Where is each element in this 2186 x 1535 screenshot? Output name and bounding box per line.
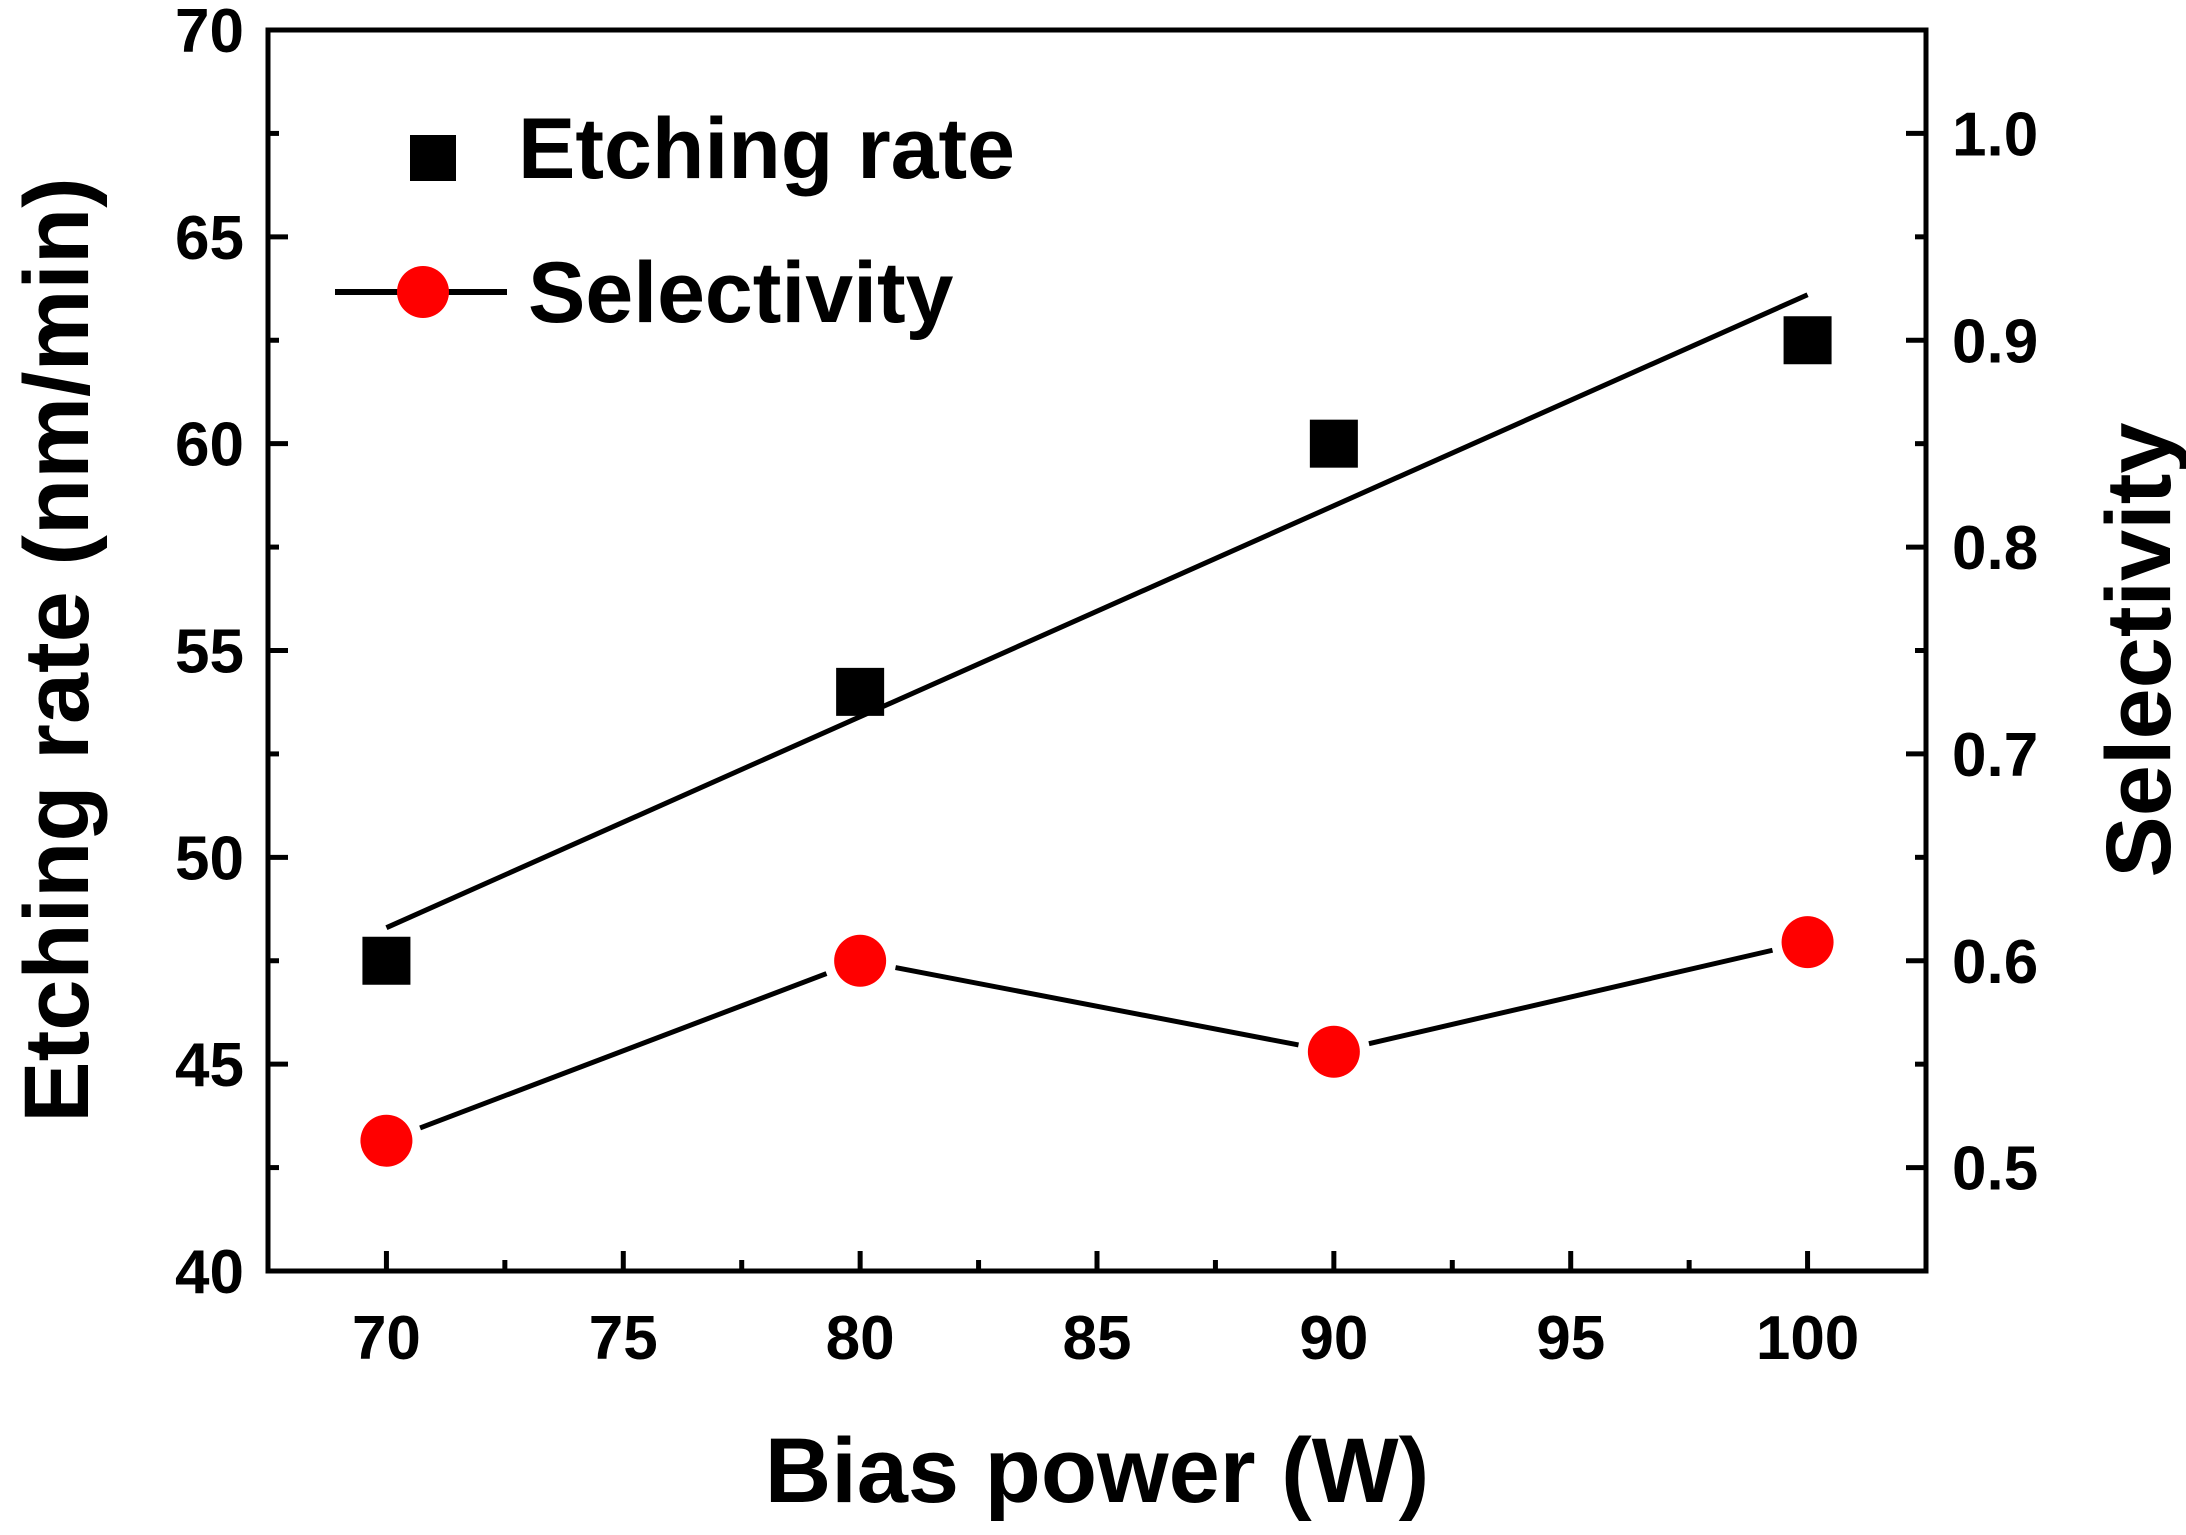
etching-rate-fit-line [385,292,1809,930]
etching-rate-point [1783,316,1832,365]
selectivity-point [1781,916,1834,969]
etching-rate-point [1309,419,1358,468]
y2-tick-label: 1.0 [1952,100,2038,169]
etching-rate-fit-segment [385,292,1809,930]
y-tick-label: 70 [175,0,244,66]
x-axis-title: Bias power (W) [765,1420,1429,1522]
x-tick-label: 100 [1756,1304,1859,1373]
selectivity-line [419,947,1774,1131]
y2-tick-label: 0.9 [1952,307,2038,376]
plot-frame [265,27,1929,1274]
x-tick-label: 75 [589,1304,658,1373]
x-tick-label: 95 [1536,1304,1605,1373]
legend-etching-rate-marker [410,135,456,181]
etching-rate-point [836,667,885,716]
y2-tick-label: 0.7 [1952,721,2038,790]
selectivity-points [360,916,1834,1167]
x-tick-label: 85 [1063,1304,1132,1373]
y2-axis-ticks: 0.5 0.6 0.7 0.8 0.9 1.0 [1906,27,2038,1274]
y-tick-label: 50 [175,824,244,893]
y-tick-label: 55 [175,618,244,687]
legend: Etching rate Selectivity [335,101,1015,341]
y2-tick-label: 0.5 [1952,1135,2038,1204]
selectivity-line-segment [895,965,1299,1048]
y-tick-label: 65 [175,204,244,273]
etching-rate-point [362,936,411,985]
y2-axis-title: Selectivity [2088,422,2186,877]
x-tick-label: 80 [826,1304,895,1373]
y-axis-title: Etching rate (nm/min) [6,177,108,1123]
selectivity-line-segment [419,971,828,1131]
y2-tick-label: 0.8 [1952,514,2038,583]
x-tick-label: 70 [352,1304,421,1373]
y-tick-label: 40 [175,1238,244,1307]
x-axis-ticks: 70 75 80 85 90 95 100 [352,1251,1859,1373]
y-tick-label: 60 [175,411,244,480]
selectivity-point [834,934,887,987]
selectivity-point [360,1114,413,1167]
y2-tick-label: 0.6 [1952,928,2038,997]
legend-selectivity-label: Selectivity [528,245,954,341]
selectivity-line-segment [1368,947,1774,1047]
legend-etching-rate-label: Etching rate [518,101,1015,197]
y-axis-ticks: 40 45 50 55 60 65 70 [175,0,288,1307]
selectivity-point [1307,1025,1360,1078]
y-tick-label: 45 [175,1031,244,1100]
etching-rate-points [362,316,1832,985]
x-tick-label: 90 [1299,1304,1368,1373]
legend-selectivity-marker [397,266,449,318]
